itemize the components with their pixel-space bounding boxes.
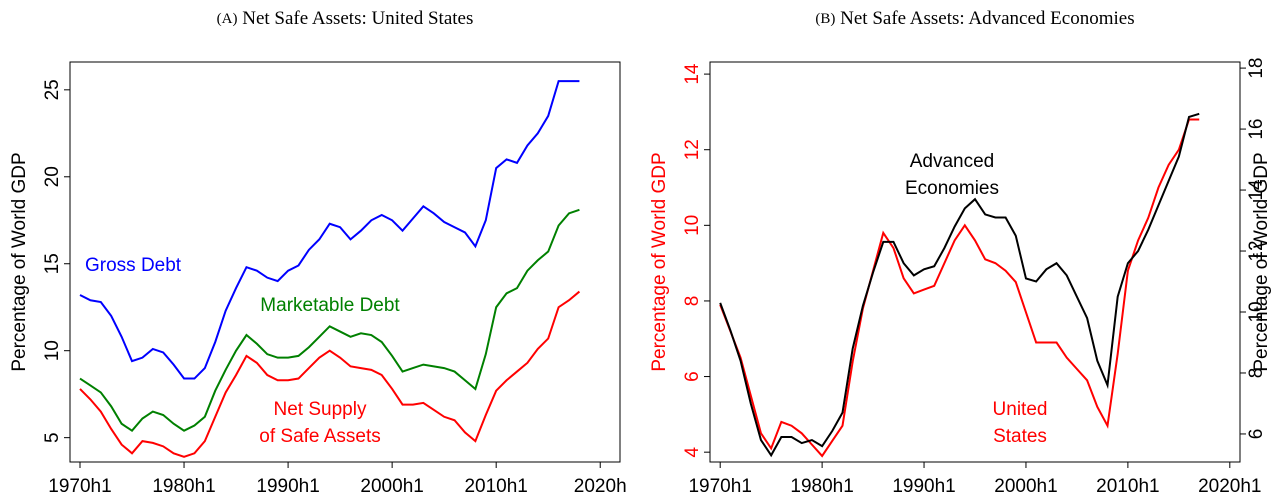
x-tick-label: 2010h1 bbox=[464, 476, 527, 497]
panel-label: (A) bbox=[217, 11, 238, 27]
series-label: Economies bbox=[905, 178, 999, 199]
y-tick-label: 10 bbox=[1246, 301, 1267, 322]
panel-label: (B) bbox=[815, 11, 835, 27]
y-tick-label: 6 bbox=[682, 371, 703, 382]
plot-frame bbox=[709, 61, 1241, 463]
y-tick-label: 20 bbox=[42, 166, 63, 187]
y-tick-label: 8 bbox=[682, 296, 703, 307]
x-tick-label: 2000h1 bbox=[994, 476, 1057, 497]
y-tick-label: 14 bbox=[682, 63, 703, 85]
plot-frame bbox=[69, 61, 621, 463]
x-tick-label: 1970h1 bbox=[688, 476, 751, 497]
y-tick-label: 6 bbox=[1246, 429, 1267, 440]
y-tick-label: 4 bbox=[682, 446, 703, 457]
x-tick-label: 2020h1 bbox=[1198, 476, 1261, 497]
series-label: United bbox=[993, 399, 1048, 420]
series-line bbox=[79, 290, 581, 458]
y-tick-label: 16 bbox=[1246, 119, 1267, 140]
series-label: Gross Debt bbox=[85, 255, 182, 276]
series-label: of Safe Assets bbox=[259, 426, 380, 447]
y-tick-label: 25 bbox=[42, 79, 63, 100]
series-label: Marketable Debt bbox=[260, 295, 400, 316]
y-tick-label: 10 bbox=[42, 340, 63, 361]
x-tick-label: 1980h1 bbox=[152, 476, 215, 497]
y-tick-label: 14 bbox=[1246, 179, 1267, 201]
series-line bbox=[79, 80, 580, 380]
y-tick-label: 12 bbox=[1246, 240, 1267, 261]
panel-title-text: Net Safe Assets: Advanced Economies bbox=[840, 8, 1134, 29]
x-tick-label: 2000h1 bbox=[360, 476, 423, 497]
y2-axis-label: Percentage of World GDP bbox=[1251, 152, 1272, 371]
y-tick-label: 12 bbox=[682, 139, 703, 160]
y-axis-label: Percentage of World GDP bbox=[649, 152, 670, 371]
series-line bbox=[719, 118, 1200, 458]
y-tick-label: 8 bbox=[1246, 368, 1267, 379]
x-tick-label: 1990h1 bbox=[892, 476, 955, 497]
y-tick-label: 15 bbox=[42, 253, 63, 274]
x-tick-label: 2010h1 bbox=[1096, 476, 1159, 497]
series-line bbox=[79, 208, 580, 433]
panel-title-text: Net Safe Assets: United States bbox=[242, 8, 473, 29]
y-tick-label: 10 bbox=[682, 215, 703, 236]
y-tick-label: 18 bbox=[1246, 58, 1267, 79]
panel-title: (A) Net Safe Assets: United States bbox=[217, 8, 474, 29]
series-label: Advanced bbox=[910, 151, 995, 172]
y-axis-label: Percentage of World GDP bbox=[9, 152, 30, 371]
y-tick-label: 5 bbox=[42, 432, 63, 443]
x-tick-label: 1980h1 bbox=[790, 476, 853, 497]
x-tick-label: 2020h bbox=[574, 476, 627, 497]
panel-title: (B) Net Safe Assets: Advanced Economies bbox=[815, 8, 1134, 29]
series-label: States bbox=[993, 426, 1047, 447]
x-tick-label: 1970h1 bbox=[48, 476, 111, 497]
series-label: Net Supply bbox=[274, 399, 367, 420]
series-line bbox=[719, 112, 1200, 458]
x-tick-label: 1990h1 bbox=[256, 476, 319, 497]
